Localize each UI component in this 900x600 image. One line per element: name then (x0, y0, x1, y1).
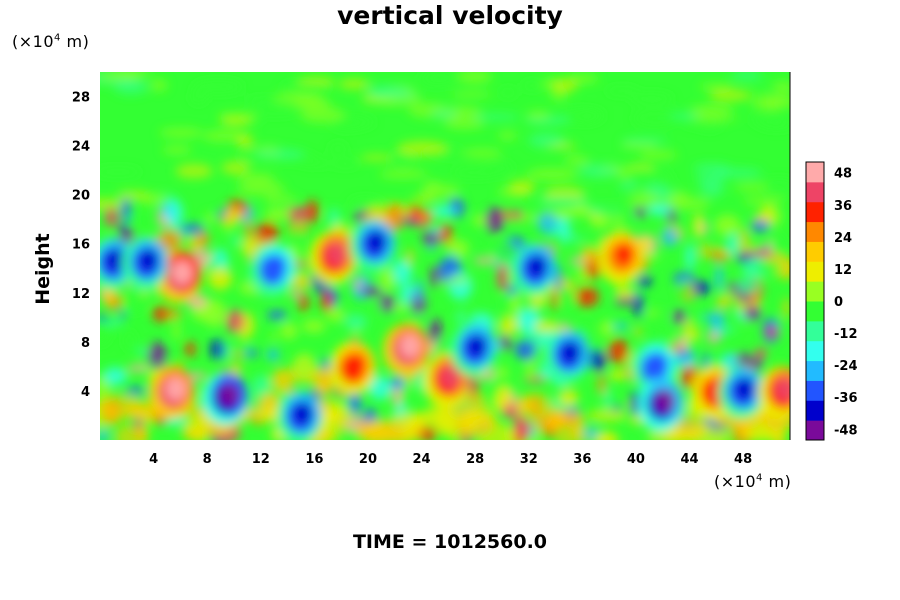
y-tick-label: 24 (72, 140, 90, 155)
colorbar (805, 161, 825, 441)
colorbar-segment (806, 420, 824, 441)
x-tick-label: 12 (252, 452, 270, 467)
y-tick-label: 4 (81, 385, 90, 400)
x-tick-label: 8 (203, 452, 212, 467)
x-tick-label: 36 (573, 452, 591, 467)
colorbar-tick-label: 36 (834, 199, 852, 214)
colorbar-segment (806, 162, 824, 183)
field-feature (349, 219, 396, 273)
x-tick-label: 48 (734, 452, 752, 467)
field-feature (637, 378, 684, 432)
field-feature (543, 329, 591, 383)
colorbar-tick-label: -36 (834, 391, 858, 406)
chart-title: vertical velocity (337, 1, 563, 30)
x-axis-unit: (×104 m) (714, 472, 792, 491)
colorbar-segment (806, 360, 824, 381)
field-feature (275, 390, 323, 440)
colorbar-tick-label: 24 (834, 231, 852, 246)
x-tick-label: 32 (520, 452, 538, 467)
colorbar-segment (806, 221, 824, 242)
colorbar-segment (806, 261, 824, 282)
y-tick-label: 20 (72, 189, 90, 204)
colorbar-segment (806, 181, 824, 203)
colorbar-tick-label: 12 (834, 263, 852, 278)
y-tick-label: 28 (72, 91, 90, 106)
colorbar-tick-label: 48 (834, 167, 852, 182)
field-feature (597, 231, 644, 285)
x-tick-label: 28 (466, 452, 484, 467)
colorbar-segment (806, 340, 824, 362)
colorbar-segment (806, 201, 824, 223)
field-feature (148, 366, 195, 420)
plot-area (100, 72, 790, 440)
colorbar-tick-label: -24 (834, 359, 858, 374)
colorbar-ticks: 48 36 24 12 0 -12 -24 -36 -48 (834, 167, 858, 439)
colorbar-segment (806, 400, 824, 421)
colorbar-segment (806, 380, 824, 401)
x-tick-label: 20 (359, 452, 377, 467)
x-tick-label: 40 (627, 452, 645, 467)
field-feature (309, 231, 356, 285)
x-tick-label: 44 (680, 452, 698, 467)
x-tick-label: 24 (413, 452, 431, 467)
field-feature (510, 243, 557, 297)
x-tick-label: 16 (305, 452, 323, 467)
field-feature (758, 366, 790, 420)
field-feature (202, 372, 249, 426)
colorbar-segment (806, 320, 824, 342)
colorbar-frame (805, 161, 825, 441)
colorbar-tick-label: -48 (834, 423, 858, 438)
colorbar-segment (806, 281, 824, 302)
y-tick-label: 12 (72, 287, 90, 302)
y-tick-label: 16 (72, 238, 90, 253)
field-feature (249, 243, 296, 297)
field-feature (121, 237, 168, 291)
y-axis-unit: (×104 m) (12, 32, 90, 51)
y-axis-ticks: 4 8 12 16 20 24 28 (72, 91, 90, 400)
field-feature (383, 323, 430, 377)
y-tick-label: 8 (81, 336, 90, 351)
field-feature (450, 323, 497, 377)
colorbar-tick-label: 0 (834, 295, 843, 310)
colorbar-segment (806, 301, 824, 322)
x-tick-label: 4 (149, 452, 158, 467)
x-axis-ticks: 4 8 12 16 20 24 28 32 36 40 44 48 (149, 452, 752, 467)
colorbar-tick-label: -12 (834, 327, 858, 342)
colorbar-segment (806, 241, 824, 262)
field-feature (329, 341, 376, 396)
time-label: TIME = 1012560.0 (352, 531, 548, 553)
field-feature (718, 366, 765, 420)
